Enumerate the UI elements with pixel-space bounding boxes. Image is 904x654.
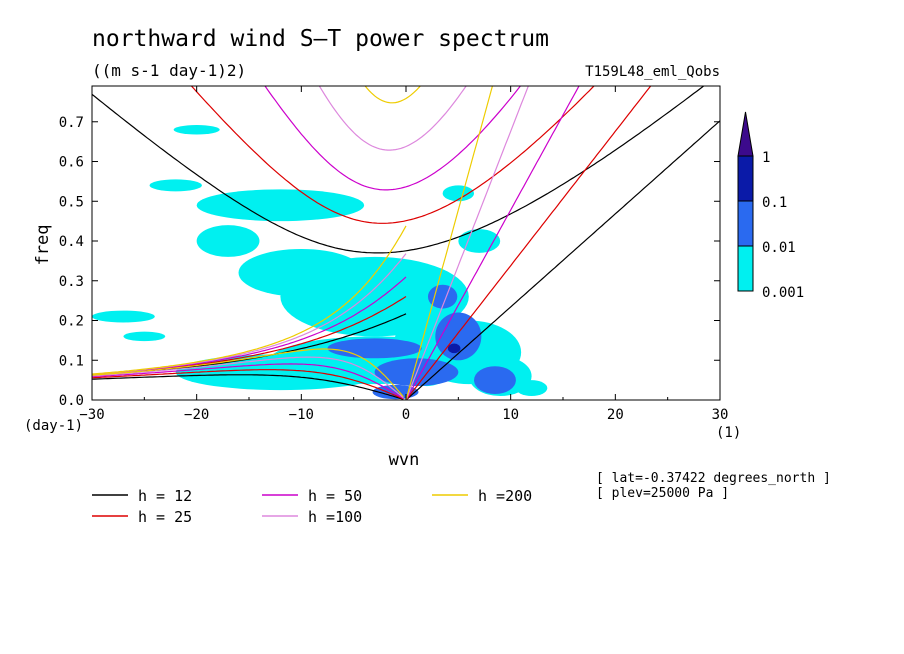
curve-h50-kelvin <box>405 86 580 400</box>
power-region-10 <box>149 179 202 192</box>
x-tick-label: −20 <box>184 407 209 423</box>
curve-h12-gravity <box>92 86 705 254</box>
x-tick-label: 30 <box>712 407 729 423</box>
x-tick-label: 10 <box>502 407 519 423</box>
colorbar-segment-0 <box>737 155 754 202</box>
y-tick-label: 0.4 <box>59 234 84 250</box>
info-line-lat: [ lat=-0.37422 degrees_north ] <box>596 471 831 486</box>
x-tick-label: −10 <box>289 407 314 423</box>
x-axis-label: wvn <box>389 450 420 470</box>
curve-h12-kelvin <box>405 120 720 400</box>
y-unit-label: (day-1) <box>24 418 83 434</box>
colorbar: 1 0.1 0.01 0.001 <box>737 111 804 301</box>
curve-h200-mrg <box>92 225 407 375</box>
colorbar-segment-2 <box>737 245 754 292</box>
colorbar-label: 1 <box>762 150 770 166</box>
legend-label-h50: h = 50 <box>308 487 362 505</box>
run-label: T159L48_eml_Qobs <box>585 64 720 80</box>
curve-h200-kelvin <box>405 86 494 400</box>
curve-h100-rossby <box>92 356 404 399</box>
dispersion-curves <box>92 86 720 400</box>
power-region-19 <box>474 366 516 395</box>
x-tick-label: 0 <box>402 407 410 423</box>
curve-h50-rossby <box>92 363 404 399</box>
power-region-9 <box>92 310 155 323</box>
y-tick-label: 0.0 <box>59 393 84 409</box>
y-tick-label: 0.7 <box>59 115 84 131</box>
curve-h25-rossby <box>92 369 404 400</box>
curve-h12-rossby <box>92 374 404 400</box>
power-region-5 <box>238 248 365 297</box>
legend-label-h200: h =200 <box>478 487 532 505</box>
curve-legend: h = 12 h = 25 h = 50 h =100 h =200 <box>92 487 532 526</box>
legend-label-h100: h =100 <box>308 508 362 526</box>
power-region-12 <box>123 331 166 342</box>
power-region-20 <box>427 284 458 309</box>
y-tick-label: 0.1 <box>59 353 84 369</box>
power-region-13 <box>515 380 548 397</box>
colorbar-label: 0.01 <box>762 240 796 256</box>
power-region-11 <box>173 124 220 135</box>
x-tick-label: −30 <box>79 407 104 423</box>
y-axis-label: freq <box>33 225 53 266</box>
y-tick-label: 0.5 <box>59 194 84 210</box>
x-tick-label: 20 <box>607 407 624 423</box>
power-region-17 <box>327 338 422 359</box>
info-line-plev: [ plev=25000 Pa ] <box>596 486 729 501</box>
power-field <box>92 124 548 400</box>
y-tick-label: 0.3 <box>59 274 84 290</box>
curve-h100-kelvin <box>405 86 529 400</box>
colorbar-label: 0.001 <box>762 285 804 301</box>
power-region-7 <box>196 225 260 257</box>
power-region-22 <box>447 343 461 354</box>
colorbar-label: 0.1 <box>762 195 787 211</box>
curve-h100-gravity <box>318 86 467 151</box>
y-tick-label: 0.2 <box>59 314 84 330</box>
power-region-15 <box>442 185 475 202</box>
chart-subtitle: ((m s-1 day-1)2) <box>92 61 246 80</box>
power-region-6 <box>196 189 365 222</box>
curve-h25-kelvin <box>405 86 652 400</box>
colorbar-segment-1 <box>737 200 754 247</box>
y-tick-label: 0.6 <box>59 155 84 171</box>
legend-label-h12: h = 12 <box>138 487 192 505</box>
chart-title: northward wind S—T power spectrum <box>92 26 549 52</box>
colorbar-overflow <box>737 111 754 157</box>
curve-h200-gravity <box>364 86 422 104</box>
curve-h200-rossby <box>92 348 404 398</box>
legend-label-h25: h = 25 <box>138 508 192 526</box>
curve-h50-gravity <box>264 86 522 191</box>
axis-ticks: −30 −20 −10 0 10 20 30 0.0 0.1 0.2 0.3 0.4 0.5 0.6 0.7 <box>59 86 729 423</box>
x-unit-label: (1) <box>716 425 741 441</box>
